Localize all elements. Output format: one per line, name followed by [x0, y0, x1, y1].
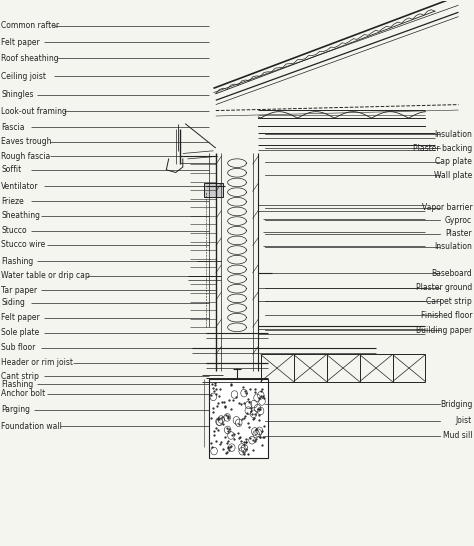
- Text: Roof sheathing: Roof sheathing: [1, 54, 59, 63]
- Text: Shingles: Shingles: [1, 90, 34, 99]
- Text: Plaster: Plaster: [446, 229, 472, 239]
- Text: Foundation wall: Foundation wall: [1, 422, 62, 431]
- Text: Stucco wire: Stucco wire: [1, 240, 46, 250]
- Text: Ceiling joist: Ceiling joist: [1, 72, 46, 81]
- Text: Plaster backing: Plaster backing: [413, 144, 472, 152]
- Text: Felt paper: Felt paper: [1, 38, 40, 46]
- Text: Cant strip: Cant strip: [1, 372, 39, 381]
- Text: Rough fascia: Rough fascia: [1, 152, 51, 161]
- Text: Water table or drip cap: Water table or drip cap: [1, 271, 90, 280]
- Text: Siding: Siding: [1, 298, 25, 307]
- Text: Frieze: Frieze: [1, 197, 24, 206]
- Text: Wall plate: Wall plate: [434, 171, 472, 180]
- Text: Stucco: Stucco: [1, 226, 27, 235]
- Text: Parging: Parging: [1, 405, 30, 414]
- Text: Insulation: Insulation: [434, 242, 472, 251]
- Text: Vapor barrier: Vapor barrier: [421, 203, 472, 212]
- Text: Fascia: Fascia: [1, 123, 25, 132]
- Text: Ventilator: Ventilator: [1, 182, 39, 191]
- Text: Eaves trough: Eaves trough: [1, 137, 52, 146]
- Text: Sub floor: Sub floor: [1, 343, 36, 353]
- Text: Sheathing: Sheathing: [1, 211, 40, 221]
- Text: Gyproc: Gyproc: [445, 216, 472, 225]
- Text: Header or rim joist: Header or rim joist: [1, 358, 73, 367]
- Text: Common rafter: Common rafter: [1, 21, 60, 31]
- Text: Felt paper: Felt paper: [1, 313, 40, 322]
- Text: Flashing: Flashing: [1, 257, 34, 265]
- Text: Bridging: Bridging: [440, 400, 472, 409]
- Text: Carpet strip: Carpet strip: [427, 296, 472, 306]
- Bar: [209, 379, 268, 458]
- Text: Joist: Joist: [456, 416, 472, 425]
- Text: Look-out framing: Look-out framing: [1, 106, 67, 116]
- Text: Plaster ground: Plaster ground: [416, 283, 472, 292]
- Text: Finished floor: Finished floor: [420, 311, 472, 320]
- Text: Insulation: Insulation: [434, 130, 472, 139]
- Text: Building paper: Building paper: [416, 325, 472, 335]
- Text: Flashing: Flashing: [1, 380, 34, 389]
- Text: Soffit: Soffit: [1, 165, 22, 174]
- Text: Mud sill: Mud sill: [443, 431, 472, 441]
- Text: Baseboard: Baseboard: [431, 269, 472, 277]
- Text: Anchor bolt: Anchor bolt: [1, 389, 46, 398]
- Text: Sole plate: Sole plate: [1, 328, 40, 337]
- Text: Tar paper: Tar paper: [1, 286, 37, 295]
- Bar: [204, 183, 223, 197]
- Text: Cap plate: Cap plate: [435, 157, 472, 166]
